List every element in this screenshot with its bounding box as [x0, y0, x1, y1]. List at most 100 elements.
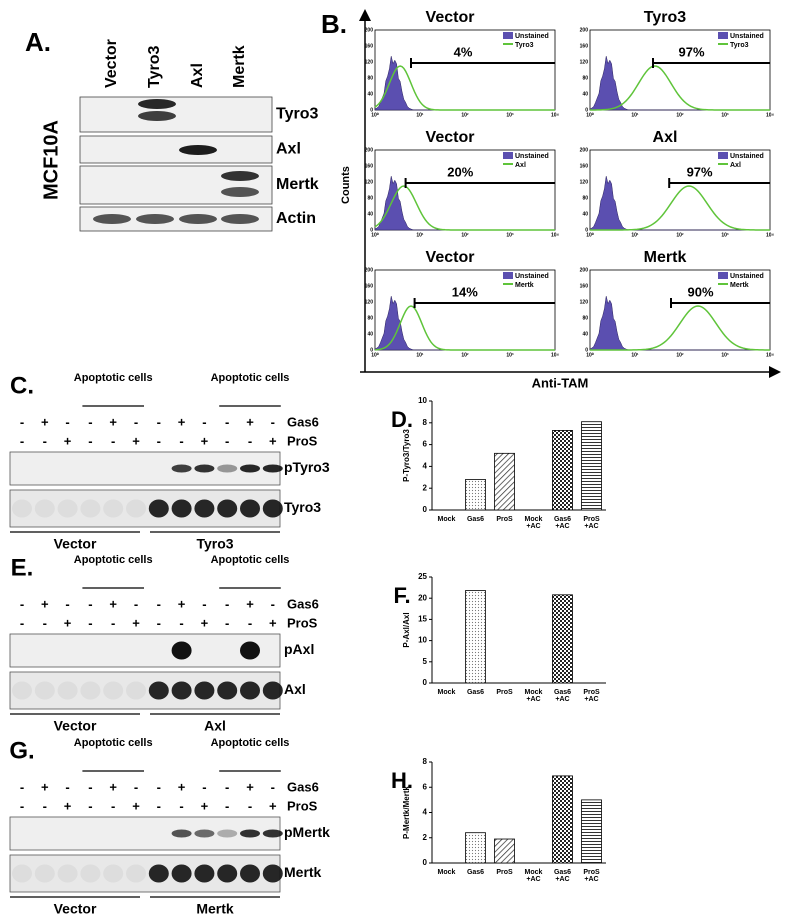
blot-band: [12, 681, 32, 700]
bar: [465, 479, 486, 511]
blot-strip: [9, 816, 281, 851]
blot-band: [34, 864, 55, 883]
y-tick-label: 8: [423, 757, 428, 766]
treatment-sign: -: [271, 779, 275, 794]
legend-label: Unstained: [515, 33, 549, 40]
y-tick-label: 6: [423, 782, 428, 791]
gate-percent: 90%: [687, 284, 713, 299]
histogram-title: Vector: [426, 129, 475, 146]
x-tick-label: 10⁴: [551, 232, 560, 238]
x-tick-label: 10⁰: [371, 112, 379, 118]
blot-band: [240, 464, 260, 473]
stained-histogram: [590, 305, 771, 351]
blot-band: [217, 499, 238, 518]
treatment-sign: -: [88, 414, 92, 429]
treatment-sign: -: [20, 596, 24, 611]
treatment-sign: -: [157, 414, 161, 429]
unstained-histogram: [589, 295, 770, 351]
treatment-sign: +: [109, 779, 117, 794]
y-tick-label: 15: [418, 615, 427, 624]
treatment-sign: -: [65, 414, 69, 429]
row-label: Tyro3: [276, 106, 318, 123]
treatment-sign: +: [64, 615, 72, 630]
unstained-histogram: [589, 175, 770, 231]
x-tick-label: 10¹: [631, 232, 639, 238]
legend-label: Unstained: [515, 273, 549, 280]
group-label: Vector: [54, 901, 97, 917]
stained-histogram: [374, 65, 555, 111]
treatment-sign: -: [88, 615, 92, 630]
blot-band: [57, 499, 78, 518]
legend-swatch: [503, 272, 513, 279]
blot-band: [194, 681, 215, 700]
legend-label: Unstained: [730, 153, 764, 160]
blot-band: [103, 499, 124, 518]
x-tick-label: 10¹: [416, 352, 424, 358]
x-tick-label: Mock: [437, 516, 456, 523]
treatment-sign: +: [41, 779, 49, 794]
blot-band: [57, 681, 78, 700]
axis-label: P-Mertk/Mertk: [402, 786, 411, 839]
y-tick-label: 0: [370, 227, 373, 233]
y-tick-label: 160: [365, 163, 374, 169]
y-tick-label: 200: [580, 147, 589, 153]
legend-label: Unstained: [515, 153, 549, 160]
blot-band: [103, 681, 124, 700]
x-tick-label: 10³: [506, 352, 514, 358]
y-tick-label: 120: [365, 59, 374, 65]
blot-band: [240, 681, 260, 700]
blot-band: [57, 864, 78, 883]
y-tick-label: 160: [365, 283, 374, 289]
legend-label: Tyro3: [515, 42, 534, 49]
treatment-sign: -: [111, 615, 115, 630]
unstained-histogram: [374, 295, 555, 351]
x-tick-label: 10¹: [416, 112, 424, 118]
y-tick-label: 160: [580, 43, 589, 49]
x-tick-label: Mock +AC: [524, 689, 543, 704]
x-tick-label: 10³: [721, 352, 729, 358]
treatment-sign: -: [43, 615, 47, 630]
legend-swatch: [718, 163, 728, 165]
x-tick-label: 10⁴: [766, 112, 775, 118]
legend-label: Unstained: [730, 273, 764, 280]
treatment-sign: -: [248, 798, 252, 813]
x-tick-label: Gas6: [466, 516, 485, 523]
blot-band: [217, 864, 238, 883]
treatment-sign: -: [20, 798, 24, 813]
blot-band: [80, 681, 101, 700]
treatment-sign: +: [246, 414, 254, 429]
treatment-sign: -: [179, 615, 183, 630]
x-tick-label: 10⁴: [766, 352, 775, 358]
blot-band: [262, 681, 283, 700]
y-tick-label: 160: [580, 283, 589, 289]
legend-swatch: [718, 32, 728, 39]
x-tick-label: 10⁰: [371, 232, 379, 238]
group-label: Vector: [54, 718, 97, 734]
treatment-sign: -: [157, 798, 161, 813]
x-tick-label: 10⁰: [371, 352, 379, 358]
y-tick-label: 80: [582, 315, 588, 321]
panel-label: G.: [9, 737, 34, 764]
x-tick-label: 10⁴: [551, 352, 560, 358]
row-label: Actin: [276, 210, 316, 227]
blot-band: [262, 829, 283, 838]
gate-percent: 97%: [687, 164, 713, 179]
y-tick-label: 0: [423, 858, 428, 867]
treatment-sign: +: [132, 433, 140, 448]
y-tick-label: 200: [365, 27, 374, 33]
x-tick-label: 10²: [676, 232, 684, 238]
unstained-histogram: [589, 55, 770, 111]
treatment-sign: -: [111, 433, 115, 448]
x-tick-label: Mock +AC: [524, 516, 543, 531]
treatment-sign: -: [157, 433, 161, 448]
bar: [494, 838, 515, 864]
treatment-sign: -: [134, 596, 138, 611]
blot-band: [262, 464, 283, 473]
blot-band: [138, 111, 176, 121]
treatment-sign: +: [178, 779, 186, 794]
x-tick-label: 10¹: [631, 352, 639, 358]
cell-line: MCF10A: [40, 120, 62, 200]
x-tick-label: 10⁰: [586, 112, 594, 118]
unstained-histogram: [374, 175, 555, 231]
